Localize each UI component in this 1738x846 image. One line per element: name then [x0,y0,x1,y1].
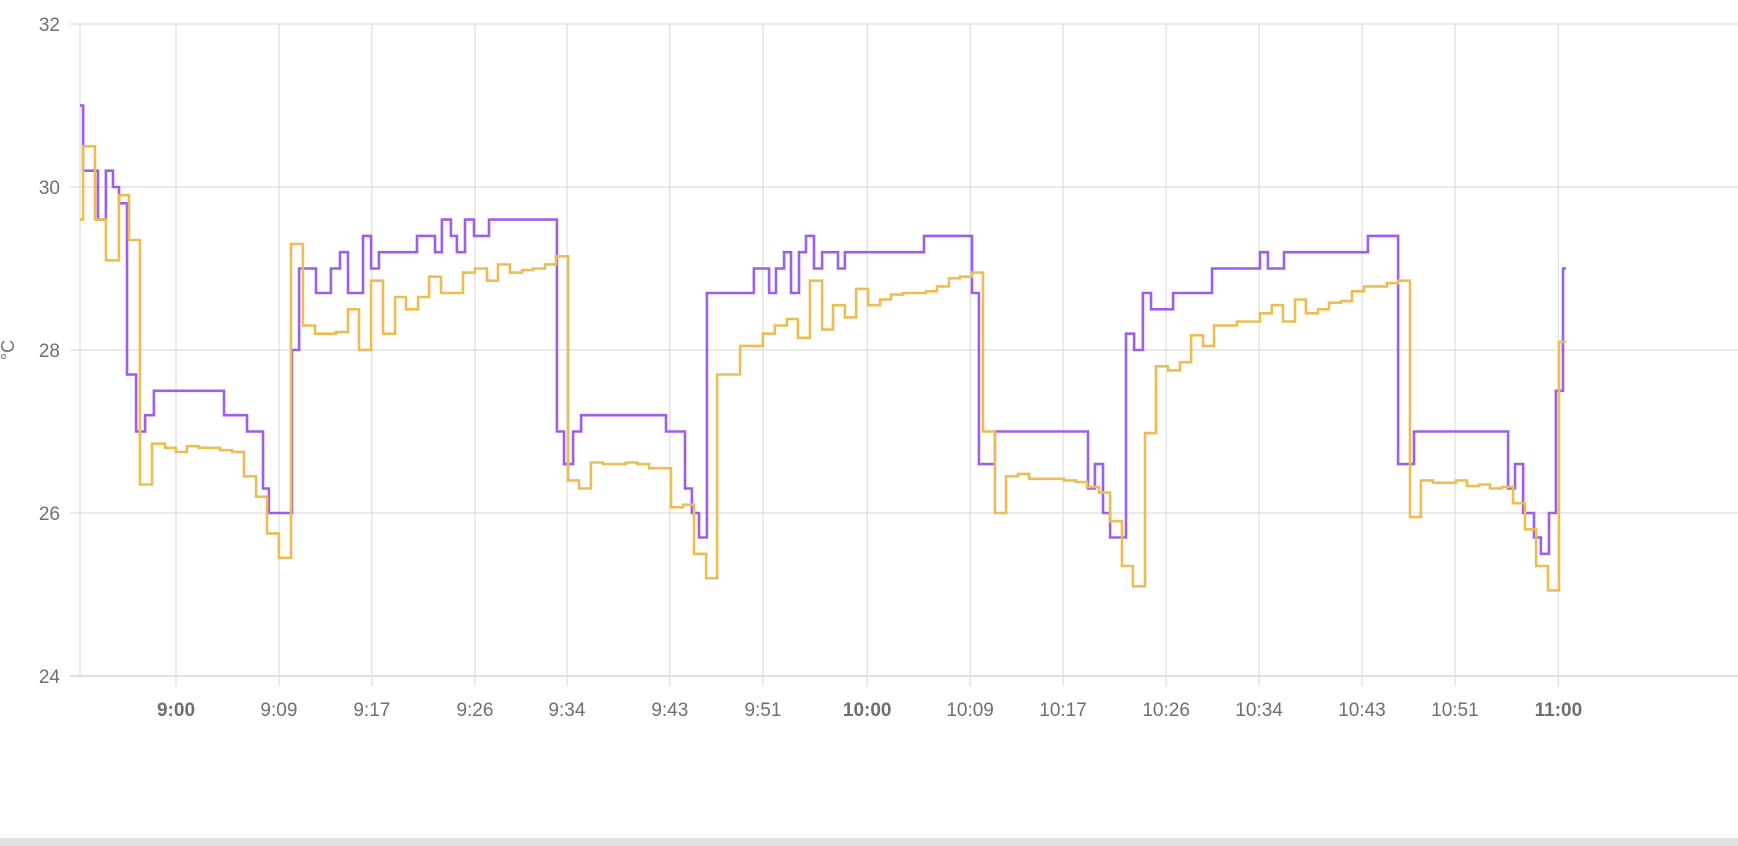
y-tick-label: 24 [39,667,61,688]
grid [70,23,1738,686]
x-tick-label: 10:09 [946,700,994,721]
x-tick-label: 9:43 [651,700,688,721]
x-tick-label: 9:26 [456,700,493,721]
x-tick-label: 9:09 [260,700,297,721]
y-axis: 24 26 28 30 32 [39,15,61,688]
x-tick-label: 9:00 [157,700,195,721]
x-tick-label: 10:34 [1235,700,1283,721]
y-tick-label: 26 [39,504,60,525]
y-axis-label: °C [0,340,18,360]
series-lines [80,104,1567,592]
y-tick-label: 28 [39,341,60,362]
series-line-1 [80,104,1567,556]
x-tick-label: 10:17 [1039,700,1087,721]
series-line-2 [80,145,1567,592]
y-tick-label: 30 [39,178,60,199]
y-tick-label: 32 [39,15,60,36]
x-tick-label: 10:51 [1431,700,1479,721]
x-axis: 9:00 9:09 9:17 9:26 9:34 9:43 9:51 10:00 10:09 10… [157,700,1582,721]
x-tick-label: 9:17 [353,700,390,721]
x-tick-label: 10:26 [1142,700,1190,721]
bottom-divider [0,838,1738,846]
x-tick-label: 9:51 [744,700,781,721]
x-tick-label: 11:00 [1535,700,1583,721]
x-tick-label: 10:43 [1338,700,1386,721]
x-tick-label: 9:34 [548,700,585,721]
x-tick-label: 10:00 [843,700,892,721]
